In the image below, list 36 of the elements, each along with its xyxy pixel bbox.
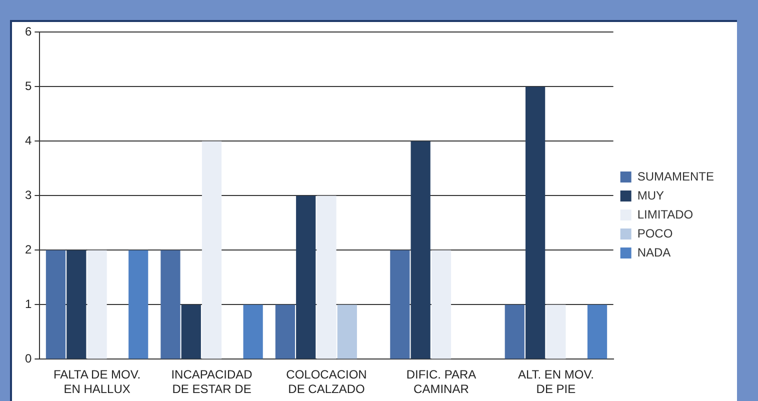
y-tick-label: 4 xyxy=(24,134,32,148)
bar xyxy=(181,304,201,359)
bar xyxy=(587,304,608,359)
bar xyxy=(390,250,410,359)
x-tick-label: INCAPACIDAD DE ESTAR DE xyxy=(171,368,253,396)
x-tick-label: ALT. EN MOV. DE PIE xyxy=(518,368,594,396)
y-tick-label: 0 xyxy=(24,352,32,366)
bar xyxy=(87,250,107,359)
y-tick-label: 6 xyxy=(24,24,32,39)
bar xyxy=(410,141,430,359)
bar xyxy=(431,250,452,359)
legend-label: MUY xyxy=(637,188,664,202)
bar xyxy=(546,304,566,359)
bar xyxy=(160,250,180,359)
bar xyxy=(275,304,296,359)
legend-label: LIMITADO xyxy=(637,207,694,222)
y-tick-label: 2 xyxy=(24,242,32,257)
bar xyxy=(243,304,263,359)
y-tick-label: 5 xyxy=(24,79,32,94)
bar xyxy=(337,304,357,359)
bar xyxy=(526,86,546,359)
bar xyxy=(46,250,66,359)
x-tick-label: FALTA DE MOV. EN HALLUX xyxy=(53,368,141,396)
bar xyxy=(66,250,86,359)
bar xyxy=(128,250,148,359)
legend-label: POCO xyxy=(637,226,673,240)
bar xyxy=(504,304,524,359)
bar xyxy=(316,196,336,359)
bar xyxy=(202,141,222,359)
y-tick-label: 3 xyxy=(24,188,32,202)
x-tick-label: DIFIC. PARA CAMINAR xyxy=(406,368,476,396)
legend-label: NADA xyxy=(637,245,671,260)
x-tick-label: COLOCACION DE CALZADO xyxy=(286,368,367,396)
y-tick-label: 1 xyxy=(24,297,32,312)
bar xyxy=(296,196,316,359)
legend-label: SUMAMENTE xyxy=(637,169,714,184)
